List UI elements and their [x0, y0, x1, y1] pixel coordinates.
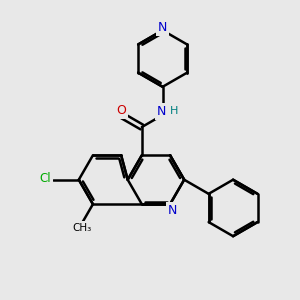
Text: Cl: Cl: [39, 172, 51, 185]
Text: CH₃: CH₃: [73, 223, 92, 233]
Text: N: N: [168, 204, 177, 217]
Text: H: H: [170, 106, 178, 116]
Text: N: N: [156, 105, 166, 118]
Text: O: O: [116, 104, 126, 117]
Text: N: N: [158, 21, 167, 34]
